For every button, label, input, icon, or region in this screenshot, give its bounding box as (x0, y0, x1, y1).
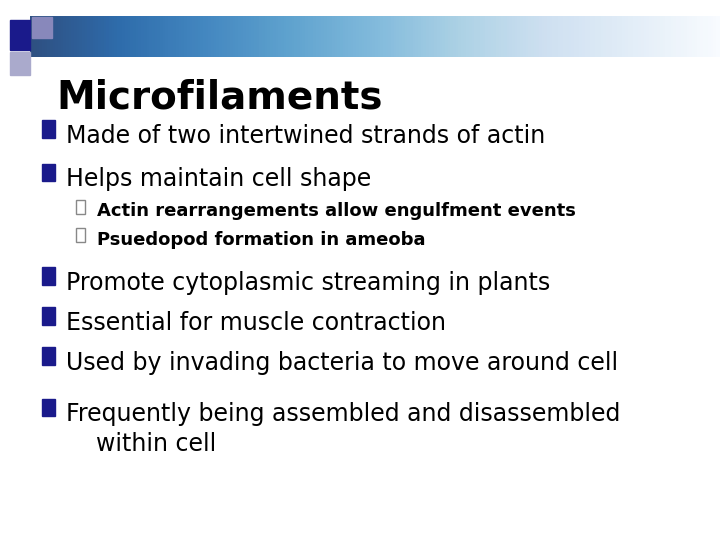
Text: Psuedopod formation in ameoba: Psuedopod formation in ameoba (97, 231, 426, 248)
Text: Essential for muscle contraction: Essential for muscle contraction (66, 311, 446, 335)
Bar (42, 120, 55, 138)
Bar (42, 307, 55, 325)
Bar (42, 347, 55, 365)
Bar (42, 267, 55, 285)
Bar (10, 52, 30, 75)
Text: Microfilaments: Microfilaments (56, 78, 382, 116)
Bar (42, 164, 55, 181)
Text: Made of two intertwined strands of actin: Made of two intertwined strands of actin (66, 124, 546, 148)
Text: Used by invading bacteria to move around cell: Used by invading bacteria to move around… (66, 351, 618, 375)
Bar (10, 20, 30, 50)
Text: Frequently being assembled and disassembled
    within cell: Frequently being assembled and disassemb… (66, 402, 621, 456)
Bar (42, 399, 55, 416)
Bar (32, 17, 52, 38)
Text: Helps maintain cell shape: Helps maintain cell shape (66, 167, 372, 191)
Text: Promote cytoplasmic streaming in plants: Promote cytoplasmic streaming in plants (66, 271, 551, 295)
Text: Actin rearrangements allow engulfment events: Actin rearrangements allow engulfment ev… (97, 202, 576, 220)
